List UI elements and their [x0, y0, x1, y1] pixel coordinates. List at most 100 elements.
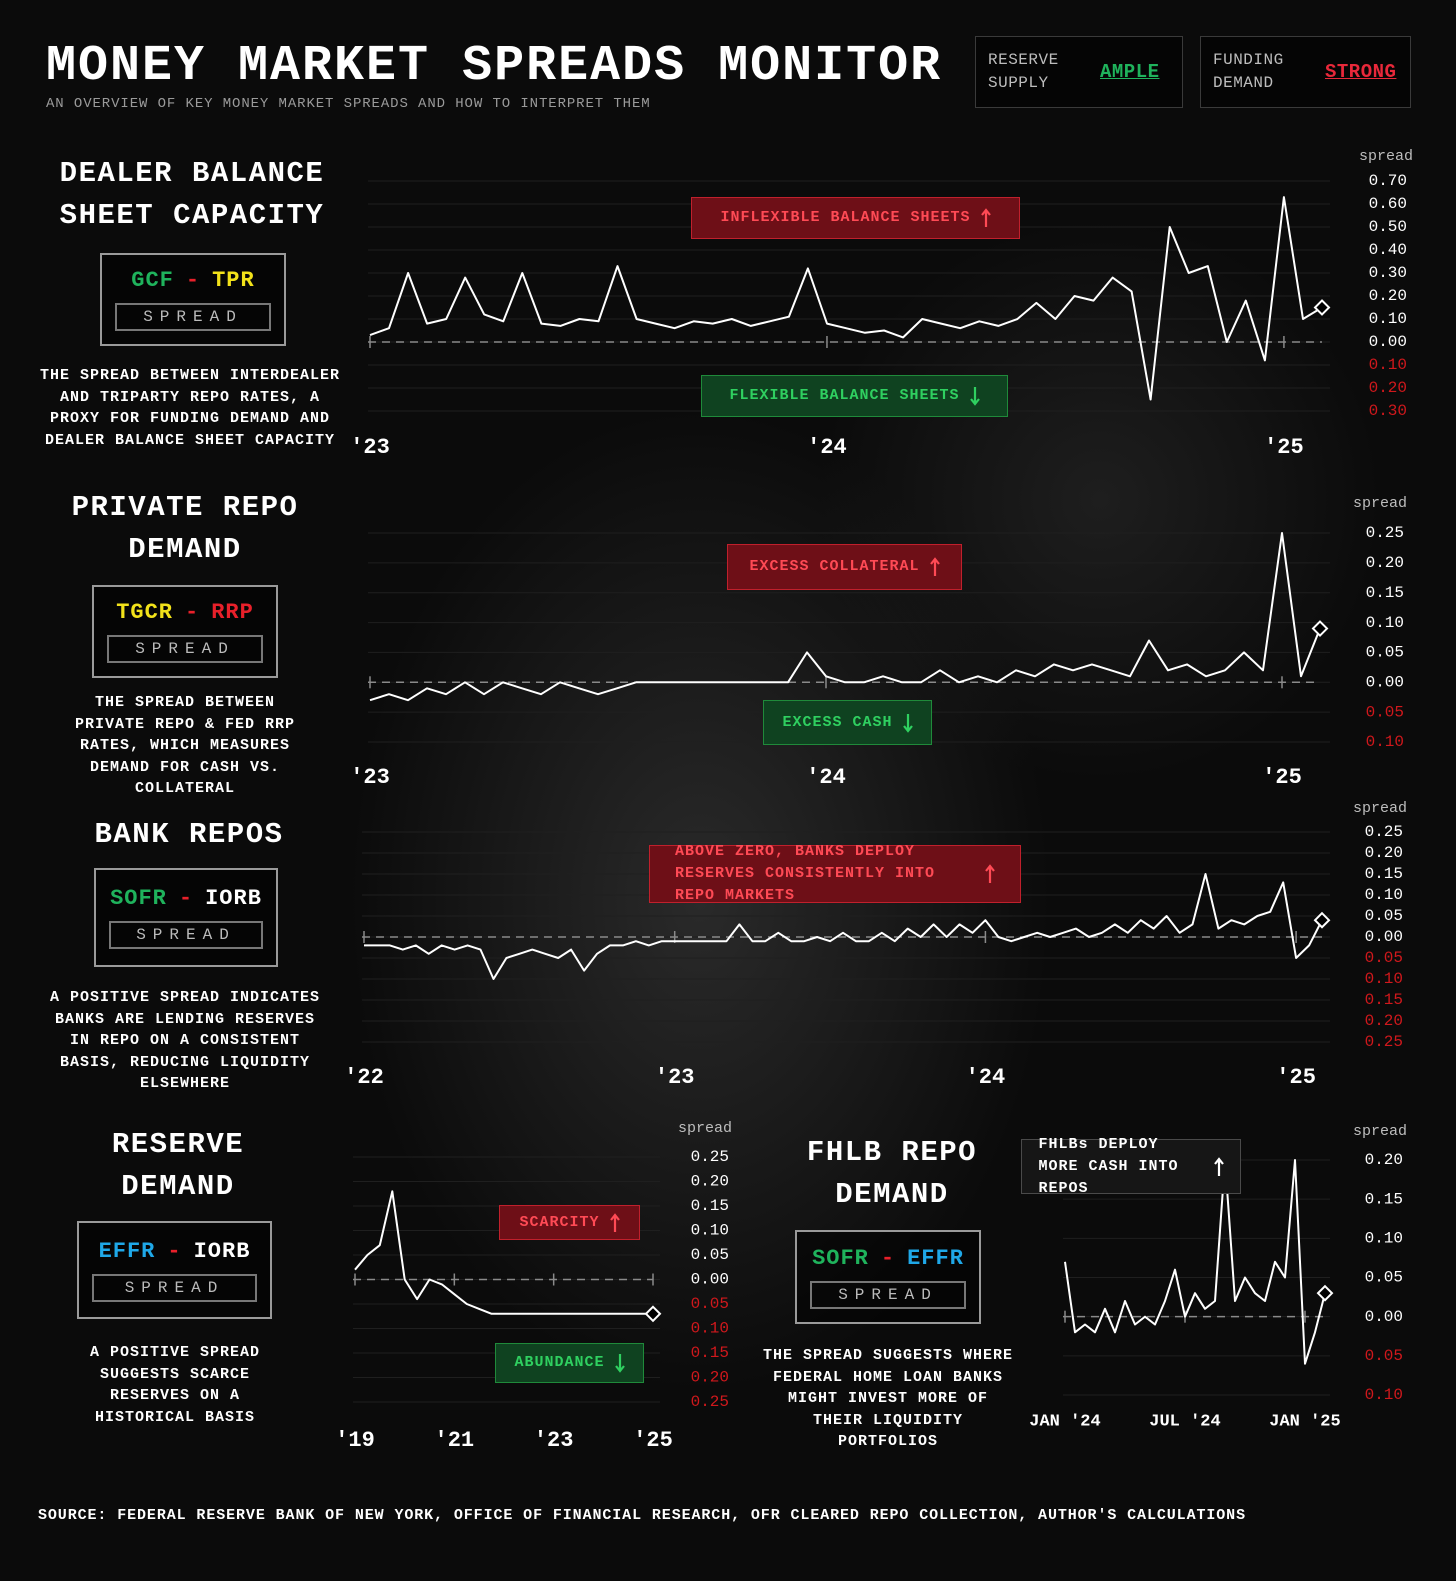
y-tick-label: 0.10 — [1365, 1386, 1403, 1404]
arrow — [929, 557, 940, 576]
x-tick-label: '24 — [806, 765, 846, 790]
annotation-arrow — [929, 557, 940, 576]
panel-description: A POSITIVE SPREAD SUGGESTS SCARCE RESERV… — [89, 1344, 261, 1426]
y-tick-label: 0.05 — [1366, 703, 1404, 721]
y-tick-label: 0.00 — [1369, 333, 1407, 351]
y-tick-label: 0.20 — [1369, 379, 1407, 397]
y-tick-label: 0.70 — [1369, 172, 1407, 190]
y-tick-label: 0.05 — [691, 1295, 729, 1313]
x-tick-label: '19 — [335, 1428, 375, 1453]
panel-description: THE SPREAD BETWEEN INTERDEALER AND TRIPA… — [39, 367, 341, 449]
formula-label: SPREAD — [92, 1273, 257, 1302]
source-note: SOURCE: FEDERAL RESERVE BANK OF NEW YORK… — [38, 1507, 1246, 1524]
x-tick-label: '23 — [350, 765, 390, 790]
formula-box: EFFR - IORB SPREAD — [77, 1221, 272, 1319]
panel-title: DEALER BALANCE SHEET CAPACITY — [59, 157, 325, 232]
formula-op: - — [185, 600, 200, 625]
annotation: EXCESS CASH — [763, 700, 932, 745]
formula-op: - — [185, 268, 201, 293]
y-axis-label: spread — [1359, 148, 1413, 165]
y-tick-label: 0.20 — [691, 1369, 729, 1387]
annotation-arrow — [980, 208, 991, 227]
y-tick-label: 0.05 — [1365, 949, 1403, 967]
y-tick-label: 0.10 — [1365, 1230, 1403, 1248]
annotation-text: SCARCITY — [519, 1213, 600, 1231]
formula-label: SPREAD — [109, 921, 263, 949]
formula: SOFR - EFFR — [812, 1246, 964, 1271]
status-label: RESERVE SUPPLY — [988, 51, 1059, 92]
end-marker — [1311, 620, 1329, 637]
y-tick-label: 0.15 — [691, 1197, 729, 1215]
y-tick-label: 0.40 — [1369, 241, 1407, 259]
annotation-arrow — [969, 387, 980, 406]
y-tick-label: 0.10 — [1369, 310, 1407, 328]
formula-label: SPREAD — [115, 303, 271, 331]
y-tick-label: 0.05 — [1366, 644, 1404, 662]
y-tick-label: 0.50 — [1369, 218, 1407, 236]
annotation-text: EXCESS CASH — [782, 713, 893, 731]
y-tick-label: 0.05 — [1365, 1347, 1403, 1365]
formula: SOFR - IORB — [110, 886, 262, 911]
page-subtitle: AN OVERVIEW OF KEY MONEY MARKET SPREADS … — [46, 96, 651, 112]
annotation-text: FLEXIBLE BALANCE SHEETS — [729, 387, 960, 404]
status-label: FUNDING DEMAND — [1213, 51, 1284, 92]
x-tick-label: '21 — [435, 1428, 475, 1453]
y-tick-label: 0.05 — [1365, 1269, 1403, 1287]
formula-right: TPR — [212, 268, 255, 293]
y-tick-label: 0.15 — [1365, 1190, 1403, 1208]
annotation-arrow — [609, 1212, 620, 1232]
y-axis-label: spread — [678, 1120, 732, 1137]
annotation-text: ABUNDANCE — [514, 1354, 605, 1371]
panel-title: BANK REPOS — [94, 818, 284, 851]
y-tick-label: 0.10 — [1366, 733, 1404, 751]
annotation-arrow — [1213, 1156, 1224, 1176]
y-tick-label: 0.20 — [1365, 1151, 1403, 1169]
x-tick-label: '23 — [534, 1428, 574, 1453]
formula-left: GCF — [131, 268, 174, 293]
page-title: MONEY MARKET SPREADS MONITOR — [46, 38, 943, 95]
formula-op: - — [880, 1245, 896, 1271]
line-series — [369, 532, 1321, 702]
formula-box: GCF - TPR SPREAD — [100, 253, 286, 346]
formula-left: SOFR — [110, 886, 167, 911]
formula-op: - — [178, 886, 194, 911]
panel-title: FHLB REPO DEMAND — [806, 1136, 978, 1211]
y-tick-label: 0.10 — [1365, 886, 1403, 904]
line-series — [369, 196, 1323, 401]
annotation: FHLBs DEPLOY MORE CASH INTO REPOS — [1021, 1136, 1241, 1197]
y-tick-label: 0.25 — [1365, 1033, 1403, 1051]
y-tick-label: 0.15 — [1365, 865, 1403, 883]
x-tick-label: '23 — [350, 435, 390, 460]
end-marker — [1313, 911, 1331, 929]
y-tick-label: 0.25 — [1365, 823, 1403, 841]
annotation-text: EXCESS COLLATERAL — [749, 558, 920, 575]
line-series — [364, 873, 1323, 980]
arrow — [902, 713, 913, 733]
arrow — [980, 208, 991, 227]
formula-right: IORB — [205, 886, 262, 911]
y-axis-label: spread — [1353, 1123, 1407, 1140]
status-value: AMPLE — [1100, 61, 1160, 83]
panel-description: THE SPREAD SUGGESTS WHERE FEDERAL HOME L… — [762, 1347, 1014, 1450]
y-tick-label: 0.15 — [1365, 991, 1403, 1009]
y-tick-label: 0.30 — [1369, 264, 1407, 282]
x-tick-label: JAN '25 — [1269, 1412, 1340, 1431]
annotation-arrow — [985, 864, 995, 883]
x-tick-label: '25 — [1262, 765, 1302, 790]
y-tick-label: 0.10 — [691, 1222, 729, 1240]
y-tick-label: 0.20 — [1369, 287, 1407, 305]
status-value: STRONG — [1325, 61, 1397, 83]
x-tick-label: '23 — [655, 1065, 695, 1090]
y-axis-label: spread — [1353, 800, 1407, 817]
x-tick-label: '24 — [807, 435, 847, 460]
formula: TGCR - RRP — [116, 600, 254, 625]
y-tick-label: 0.00 — [1365, 928, 1403, 946]
y-tick-label: 0.10 — [1366, 614, 1404, 632]
y-tick-label: 0.20 — [691, 1173, 729, 1191]
y-tick-label: 0.15 — [1366, 584, 1404, 602]
formula-box: SOFR - EFFR SPREAD — [795, 1230, 981, 1324]
y-tick-label: 0.20 — [1365, 844, 1403, 862]
formula-box: SOFR - IORB SPREAD — [94, 868, 278, 967]
